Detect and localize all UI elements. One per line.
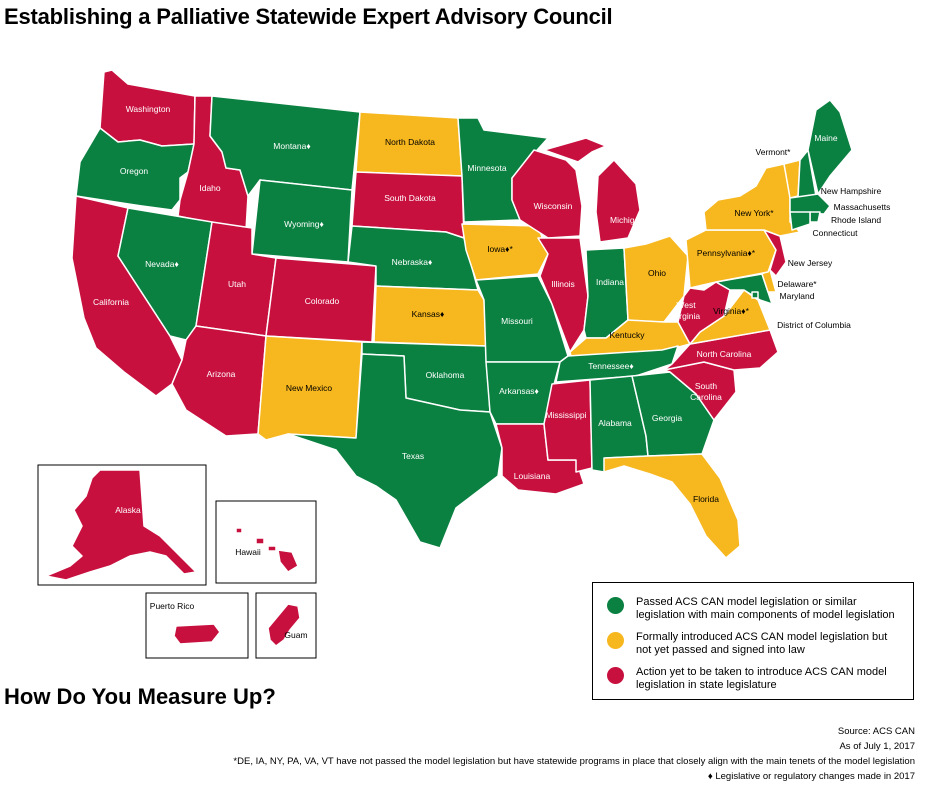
label-puerto-rico: Puerto Rico bbox=[150, 601, 195, 611]
state-guam bbox=[267, 603, 301, 647]
label-kentucky: Kentucky bbox=[610, 330, 646, 340]
label-north-carolina: North Carolina bbox=[697, 349, 752, 359]
page-subtitle: How Do You Measure Up? bbox=[4, 684, 276, 709]
page-title: Establishing a Palliative Statewide Expe… bbox=[4, 4, 613, 29]
legend-item-passed: Passed ACS CAN model legislation or simi… bbox=[607, 596, 901, 621]
legend-label: Formally introduced ACS CAN model legisl… bbox=[636, 631, 888, 656]
label-south-carolina-2: Carolina bbox=[690, 392, 722, 402]
label-north-dakota: North Dakota bbox=[385, 137, 435, 147]
legend-label: Passed ACS CAN model legislation or simi… bbox=[636, 596, 895, 621]
label-south-dakota: South Dakota bbox=[384, 193, 436, 203]
state-mississippi bbox=[543, 379, 593, 473]
label-connecticut: Connecticut bbox=[813, 228, 859, 238]
state-connecticut bbox=[789, 211, 811, 231]
state-florida bbox=[603, 453, 741, 559]
label-michigan: Michigan bbox=[610, 215, 644, 225]
source-line: Source: ACS CAN bbox=[837, 726, 915, 737]
label-maryland: Maryland bbox=[780, 291, 815, 301]
label-hawaii: Hawaii bbox=[235, 547, 261, 557]
label-kansas: Kansas♦ bbox=[412, 309, 445, 319]
date-line: As of July 1, 2017 bbox=[839, 741, 915, 752]
state-tennessee bbox=[555, 345, 679, 383]
label-oregon: Oregon bbox=[120, 166, 149, 176]
label-new-jersey: New Jersey bbox=[788, 258, 833, 268]
label-south-carolina-1: South bbox=[695, 381, 717, 391]
label-missouri: Missouri bbox=[501, 316, 533, 326]
label-dc: District of Columbia bbox=[777, 320, 851, 330]
legend-swatch bbox=[607, 597, 624, 614]
label-maine: Maine bbox=[814, 133, 837, 143]
state-maine bbox=[807, 99, 853, 195]
label-alaska: Alaska bbox=[115, 505, 141, 515]
label-wyoming: Wyoming♦ bbox=[284, 219, 324, 229]
label-minnesota: Minnesota bbox=[467, 163, 506, 173]
legend-item-introduced: Formally introduced ACS CAN model legisl… bbox=[607, 631, 901, 656]
legend-item-not-yet: Action yet to be taken to introduce ACS … bbox=[607, 666, 901, 691]
legend-swatch bbox=[607, 667, 624, 684]
label-west-virginia-1: West bbox=[676, 300, 696, 310]
label-texas: Texas bbox=[402, 451, 424, 461]
state-massachusetts bbox=[789, 193, 831, 215]
label-new-york: New York* bbox=[734, 208, 774, 218]
label-west-virginia-2: Virginia bbox=[672, 311, 700, 321]
state-texas bbox=[287, 353, 503, 549]
label-illinois: Illinois bbox=[551, 279, 575, 289]
state-puerto-rico bbox=[173, 623, 221, 645]
state-montana bbox=[209, 95, 361, 197]
state-rhode-island bbox=[809, 211, 821, 223]
label-new-hampshire: New Hampshire bbox=[821, 186, 882, 196]
label-new-mexico: New Mexico bbox=[286, 383, 333, 393]
state-hawaii bbox=[235, 527, 299, 573]
label-tennessee: Tennessee♦ bbox=[588, 361, 634, 371]
label-iowa: Iowa♦* bbox=[487, 244, 513, 254]
label-california: California bbox=[93, 297, 129, 307]
label-oklahoma: Oklahoma bbox=[426, 370, 465, 380]
label-delaware: Delaware* bbox=[777, 279, 817, 289]
label-washington: Washington bbox=[126, 104, 171, 114]
label-utah: Utah bbox=[228, 279, 246, 289]
label-arkansas: Arkansas♦ bbox=[499, 386, 539, 396]
legend-label: Action yet to be taken to introduce ACS … bbox=[636, 666, 887, 691]
label-arizona: Arizona bbox=[207, 369, 236, 379]
state-wisconsin bbox=[511, 149, 583, 239]
label-rhode-island: Rhode Island bbox=[831, 215, 881, 225]
label-florida: Florida bbox=[693, 494, 719, 504]
label-nevada: Nevada♦ bbox=[145, 259, 179, 269]
label-colorado: Colorado bbox=[305, 296, 340, 306]
label-indiana: Indiana bbox=[596, 277, 624, 287]
source-notes: Source: ACS CAN As of July 1, 2017 *DE, … bbox=[215, 724, 915, 784]
legend-swatch bbox=[607, 632, 624, 649]
label-guam: Guam bbox=[284, 630, 307, 640]
label-alabama: Alabama bbox=[598, 418, 632, 428]
label-louisiana: Louisiana bbox=[514, 471, 551, 481]
state-michigan bbox=[543, 137, 641, 243]
state-arizona bbox=[171, 325, 267, 437]
label-mississippi: Mississippi bbox=[545, 410, 586, 420]
label-pennsylvania: Pennsylvania♦* bbox=[697, 248, 756, 258]
label-nebraska: Nebraska♦ bbox=[392, 257, 433, 267]
label-vermont: Vermont* bbox=[756, 147, 792, 157]
label-massachusetts: Massachusetts bbox=[834, 202, 891, 212]
legend: Passed ACS CAN model legislation or simi… bbox=[592, 582, 914, 700]
label-wisconsin: Wisconsin bbox=[534, 201, 573, 211]
label-montana: Montana♦ bbox=[273, 141, 311, 151]
footnote-asterisk: *DE, IA, NY, PA, VA, VT have not passed … bbox=[233, 756, 915, 767]
label-idaho: Idaho bbox=[199, 183, 221, 193]
state-alaska bbox=[45, 469, 197, 581]
label-virginia: Virginia♦* bbox=[713, 306, 750, 316]
label-georgia: Georgia bbox=[652, 413, 683, 423]
footnote-diamond: ♦ Legislative or regulatory changes made… bbox=[707, 771, 915, 782]
state-dc bbox=[751, 291, 759, 299]
hawaii-inset bbox=[215, 500, 317, 584]
label-ohio: Ohio bbox=[648, 268, 666, 278]
